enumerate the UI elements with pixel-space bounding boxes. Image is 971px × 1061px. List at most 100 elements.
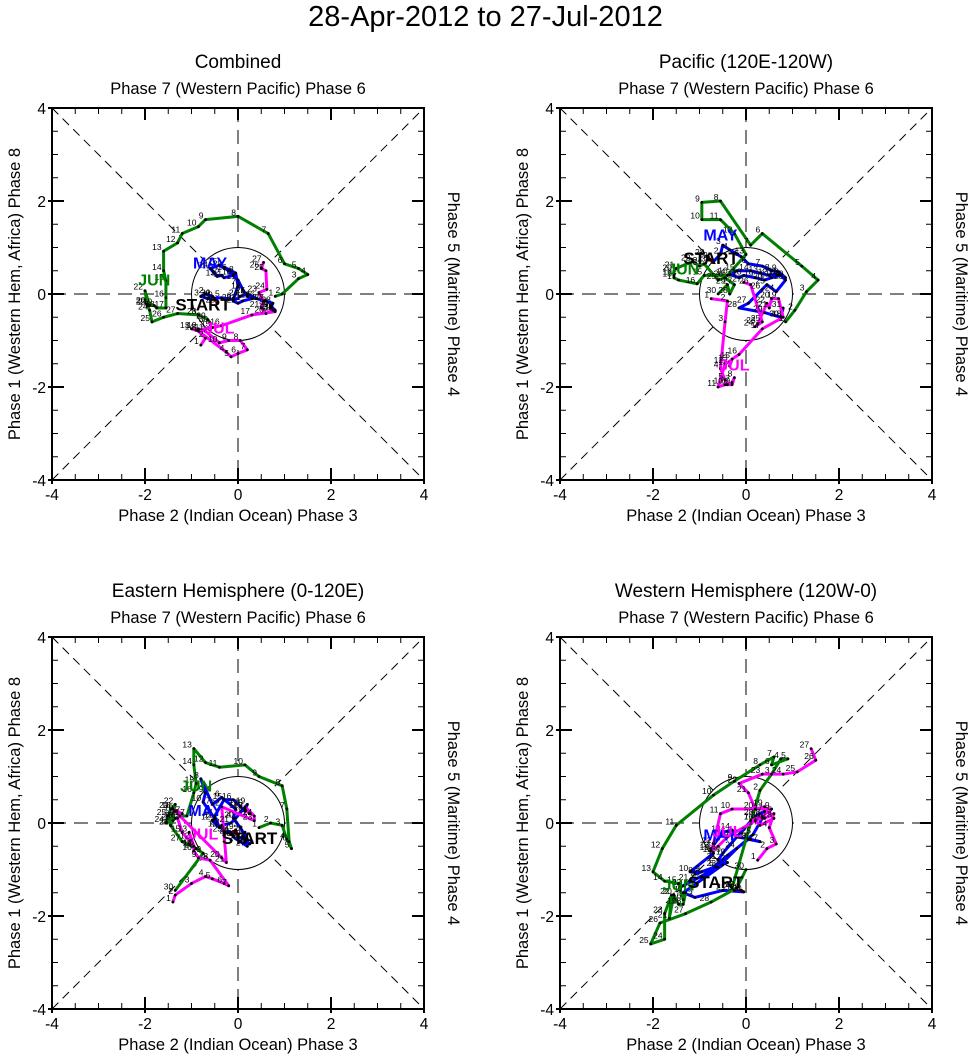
day-label: 29 bbox=[192, 844, 202, 854]
day-marker bbox=[712, 851, 715, 855]
day-marker bbox=[192, 791, 196, 795]
day-label: 23 bbox=[688, 257, 698, 267]
day-marker bbox=[257, 291, 261, 295]
day-marker bbox=[737, 782, 741, 785]
day-label: 20 bbox=[240, 290, 250, 300]
day-label: 3 bbox=[769, 835, 774, 845]
day-marker bbox=[728, 364, 732, 368]
day-marker bbox=[173, 893, 177, 897]
day-label: 20 bbox=[662, 263, 672, 273]
day-label: 10 bbox=[222, 266, 232, 276]
day-label: 19 bbox=[143, 297, 153, 307]
day-marker bbox=[753, 276, 757, 280]
day-marker bbox=[197, 313, 200, 317]
day-marker bbox=[651, 870, 655, 874]
right-axis-label: Phase 5 (Maritime) Phase 4 bbox=[952, 721, 970, 926]
day-label: 25 bbox=[751, 313, 761, 323]
day-label: 29 bbox=[730, 881, 740, 891]
day-label: 18 bbox=[264, 303, 274, 313]
day-label: 13 bbox=[152, 242, 162, 252]
day-marker bbox=[234, 807, 238, 811]
day-label: 13 bbox=[735, 245, 745, 255]
day-marker bbox=[236, 214, 240, 218]
day-marker bbox=[220, 274, 224, 277]
day-marker bbox=[229, 830, 233, 834]
day-label: 29 bbox=[224, 821, 234, 831]
day-marker bbox=[684, 891, 687, 895]
x-tick-label: -4 bbox=[45, 1016, 59, 1033]
day-label: 8 bbox=[194, 770, 199, 780]
day-marker bbox=[257, 826, 261, 830]
day-marker bbox=[220, 796, 224, 799]
day-marker bbox=[169, 823, 172, 827]
day-label: 31 bbox=[772, 299, 782, 309]
day-marker bbox=[222, 798, 226, 802]
day-marker bbox=[248, 842, 252, 846]
day-marker bbox=[777, 273, 780, 276]
day-label: 17 bbox=[667, 271, 677, 281]
day-marker bbox=[148, 308, 152, 312]
day-marker bbox=[211, 326, 214, 329]
day-marker bbox=[234, 816, 238, 820]
day-label: 9 bbox=[252, 768, 257, 778]
day-marker bbox=[681, 898, 685, 902]
day-marker bbox=[721, 863, 725, 867]
start-label: START bbox=[175, 295, 231, 314]
day-label: 5 bbox=[229, 800, 234, 810]
day-label: 21 bbox=[220, 814, 230, 824]
day-marker bbox=[194, 328, 198, 332]
day-label: 30 bbox=[707, 285, 717, 295]
day-marker bbox=[681, 902, 685, 906]
day-label: 9 bbox=[725, 376, 730, 386]
day-label: 6 bbox=[217, 874, 222, 884]
day-marker bbox=[211, 294, 214, 298]
day-marker bbox=[781, 772, 785, 776]
x-tick-label: 4 bbox=[420, 1016, 429, 1033]
day-label: 1 bbox=[751, 851, 756, 861]
day-marker bbox=[677, 882, 680, 885]
day-label: 6 bbox=[215, 788, 220, 798]
day-label: 5 bbox=[781, 750, 786, 760]
day-marker bbox=[273, 294, 277, 298]
day-label: 30 bbox=[769, 308, 779, 318]
day-marker bbox=[795, 770, 799, 774]
day-marker bbox=[721, 830, 725, 834]
day-marker bbox=[723, 320, 727, 324]
day-marker bbox=[220, 324, 224, 328]
day-label: 26 bbox=[751, 280, 761, 290]
day-label: 25 bbox=[742, 826, 752, 836]
start-label: START bbox=[222, 829, 278, 848]
day-label: 1 bbox=[231, 828, 236, 838]
day-label: 7 bbox=[231, 277, 236, 287]
y-tick-label: -2 bbox=[32, 380, 46, 397]
day-label: 6 bbox=[227, 291, 232, 301]
day-marker bbox=[746, 301, 750, 305]
day-marker bbox=[259, 306, 263, 310]
day-marker bbox=[663, 879, 667, 883]
chart-panel-3: Eastern Hemisphere (0-120E) Phase 7 (West… bbox=[6, 581, 462, 1054]
day-marker bbox=[753, 807, 757, 811]
day-label: 21 bbox=[737, 784, 747, 794]
day-marker bbox=[180, 830, 184, 834]
day-label: 28 bbox=[187, 306, 197, 316]
day-marker bbox=[688, 879, 692, 883]
day-marker bbox=[721, 243, 725, 247]
day-label: 24 bbox=[220, 823, 230, 833]
day-marker bbox=[192, 747, 196, 750]
day-label: 19 bbox=[716, 847, 726, 857]
day-marker bbox=[712, 842, 715, 846]
day-marker bbox=[206, 318, 210, 321]
day-marker bbox=[171, 819, 175, 823]
day-label: 31 bbox=[707, 851, 717, 861]
day-marker bbox=[719, 218, 722, 222]
day-label: 3 bbox=[185, 874, 190, 884]
day-marker bbox=[201, 851, 205, 855]
day-label: 27 bbox=[732, 273, 742, 283]
day-marker bbox=[700, 875, 704, 878]
day-label: 6 bbox=[231, 345, 236, 355]
day-marker bbox=[735, 269, 739, 273]
day-label: 2 bbox=[721, 292, 726, 302]
day-label: 28 bbox=[744, 807, 754, 817]
main-title: 28-Apr-2012 to 27-Jul-2012 bbox=[308, 1, 663, 33]
day-marker bbox=[702, 262, 706, 266]
